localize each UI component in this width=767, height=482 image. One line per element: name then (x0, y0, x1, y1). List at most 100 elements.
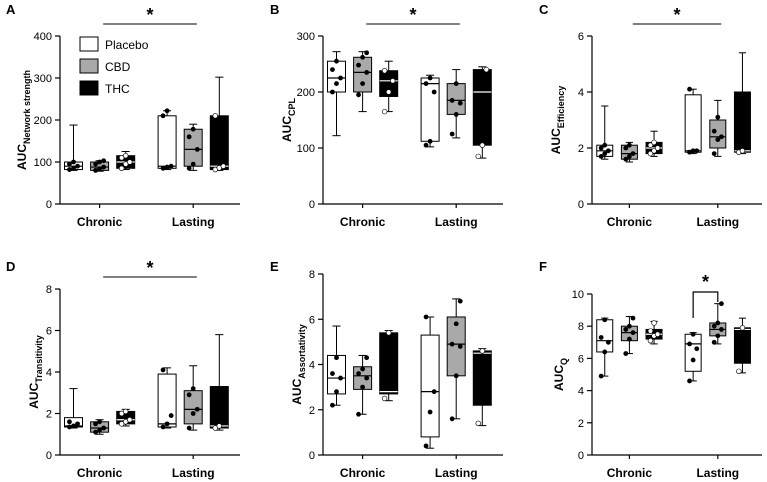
box-lasting-placebo (420, 314, 440, 449)
y-tick-label: 6 (309, 314, 315, 326)
data-point (356, 411, 361, 417)
y-tick-label: 6 (578, 353, 584, 365)
legend: Placebo CBD THC (79, 36, 149, 96)
data-point (651, 139, 657, 146)
y-tick-label: 200 (297, 87, 315, 99)
significance-star: * (146, 258, 153, 278)
box-iqr (684, 333, 702, 372)
data-point (93, 429, 98, 435)
legend-label-cbd: CBD (105, 60, 131, 74)
data-point (186, 134, 192, 140)
x-tick-label: Lasting (696, 215, 739, 229)
data-point (216, 423, 223, 429)
data-point (75, 163, 80, 169)
y-tick-label: 4 (46, 367, 52, 379)
x-tick-label: Lasting (172, 466, 215, 480)
data-point (694, 346, 700, 352)
y-tick-label: 0 (578, 199, 584, 211)
box-chronic-placebo (327, 325, 346, 408)
box-lasting-cbd (183, 123, 203, 171)
data-point (715, 114, 721, 120)
panel-a: A 0 100 200 300 400 Chronic Lasting AUCNetwork s… (6, 2, 240, 229)
box-iqr (327, 60, 346, 93)
y-tick-label: 100 (34, 157, 52, 169)
data-point (483, 66, 490, 73)
data-point (654, 145, 661, 151)
data-point (97, 427, 102, 433)
box-iqr (733, 91, 751, 153)
data-point (356, 92, 361, 98)
data-point (719, 134, 724, 140)
x-tick-label: Chronic (607, 466, 653, 480)
data-point (330, 402, 335, 408)
box-iqr (157, 373, 177, 428)
y-tick-label: 4 (578, 386, 584, 398)
data-point (356, 371, 361, 376)
data-point (715, 137, 721, 143)
panel-e: E 0 2 4 6 8 Chronic Lasting AUCAssortativity (270, 259, 503, 480)
data-point (711, 151, 717, 157)
significance-star: * (146, 5, 153, 25)
data-point (381, 68, 388, 74)
y-tick-label: 8 (46, 284, 52, 296)
legend-swatch-cbd (79, 58, 99, 74)
data-point (164, 421, 170, 427)
data-point (431, 89, 437, 95)
significance-line: * (366, 5, 460, 25)
y-tick-label: 6 (46, 326, 52, 338)
data-point (623, 156, 629, 162)
y-axis-label-subscript: Efficiency (556, 86, 566, 129)
data-point (715, 333, 721, 339)
significance-line: * (103, 258, 197, 278)
data-point (356, 62, 361, 68)
x-tick-label: Chronic (340, 466, 386, 480)
y-tick-label: 300 (297, 31, 315, 43)
box-lasting-thc (733, 52, 751, 155)
box-lasting-thc (472, 348, 492, 427)
data-point (630, 151, 636, 157)
data-point (67, 419, 72, 425)
data-point (602, 317, 608, 323)
data-point (627, 154, 632, 159)
data-point (186, 392, 192, 398)
panel-b: B 0 100 200 300 Chronic Lasting AUCCPL * (270, 2, 503, 229)
data-point (630, 330, 636, 336)
data-point (427, 409, 433, 415)
box-iqr (183, 128, 203, 167)
data-point (338, 75, 343, 81)
data-point (160, 165, 166, 171)
significance-star: * (702, 272, 709, 292)
data-point (475, 420, 481, 427)
box-iqr (420, 334, 440, 438)
box-chronic-thc (379, 60, 399, 115)
data-point (334, 389, 339, 395)
y-axis-label-subscript: Assortativity (297, 324, 307, 379)
y-axis-label-main: AUC (290, 378, 304, 404)
data-point (334, 81, 339, 86)
data-point (719, 327, 724, 332)
data-point (602, 151, 608, 157)
data-point (386, 89, 392, 95)
y-axis-label: AUCCPL (280, 97, 297, 142)
box-iqr (379, 332, 399, 395)
box-chronic-cbd (353, 354, 373, 417)
y-axis-label-main: AUC (280, 116, 294, 142)
box-iqr (733, 327, 751, 364)
data-point (423, 443, 429, 449)
data-point (457, 298, 463, 304)
data-point (364, 355, 370, 361)
data-point (360, 54, 365, 60)
x-tick-label: Chronic (77, 466, 123, 480)
data-point (687, 86, 692, 92)
significance-bracket: * (692, 272, 719, 318)
data-point (475, 153, 481, 160)
data-point (605, 148, 611, 154)
data-point (71, 165, 76, 171)
data-point (360, 384, 365, 390)
panel-label: A (6, 2, 16, 17)
box-iqr (596, 319, 614, 353)
data-point (168, 163, 174, 169)
data-point (93, 168, 98, 173)
box-lasting-cbd (183, 365, 203, 431)
